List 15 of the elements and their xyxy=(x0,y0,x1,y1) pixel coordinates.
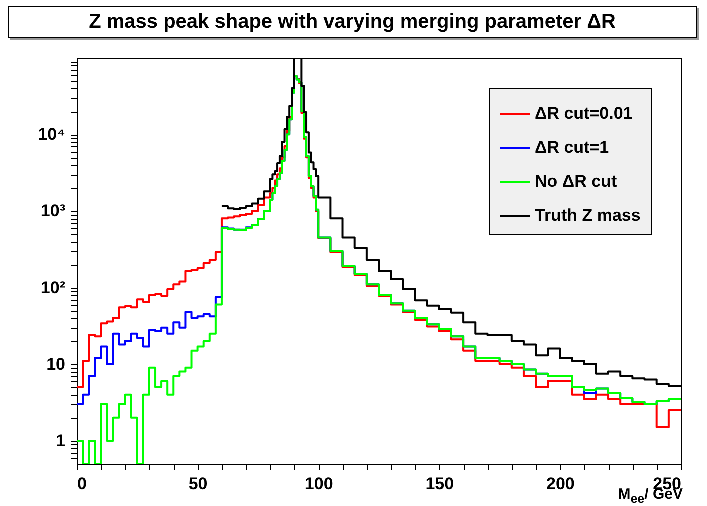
y-tick-label: 1 xyxy=(56,431,66,450)
legend-label: ΔR cut=1 xyxy=(535,138,610,157)
legend-label: No ΔR cut xyxy=(535,172,618,191)
y-tick-label: 10³ xyxy=(40,202,66,221)
legend-label: Truth Z mass xyxy=(535,206,641,225)
chart-title: Z mass peak shape with varying merging parameter ΔR xyxy=(8,6,697,38)
x-tick-label: 50 xyxy=(188,474,208,494)
x-tick-label: 0 xyxy=(78,474,87,494)
x-tick-label: 200 xyxy=(546,474,575,494)
y-tick-label: 10 xyxy=(46,354,66,374)
x-tick-label: 150 xyxy=(426,474,454,494)
y-tick-label: 10⁴ xyxy=(38,125,66,144)
y-tick-label: 10² xyxy=(40,278,66,298)
x-tick-label: 100 xyxy=(304,474,334,494)
legend-label: ΔR cut=0.01 xyxy=(535,104,633,123)
